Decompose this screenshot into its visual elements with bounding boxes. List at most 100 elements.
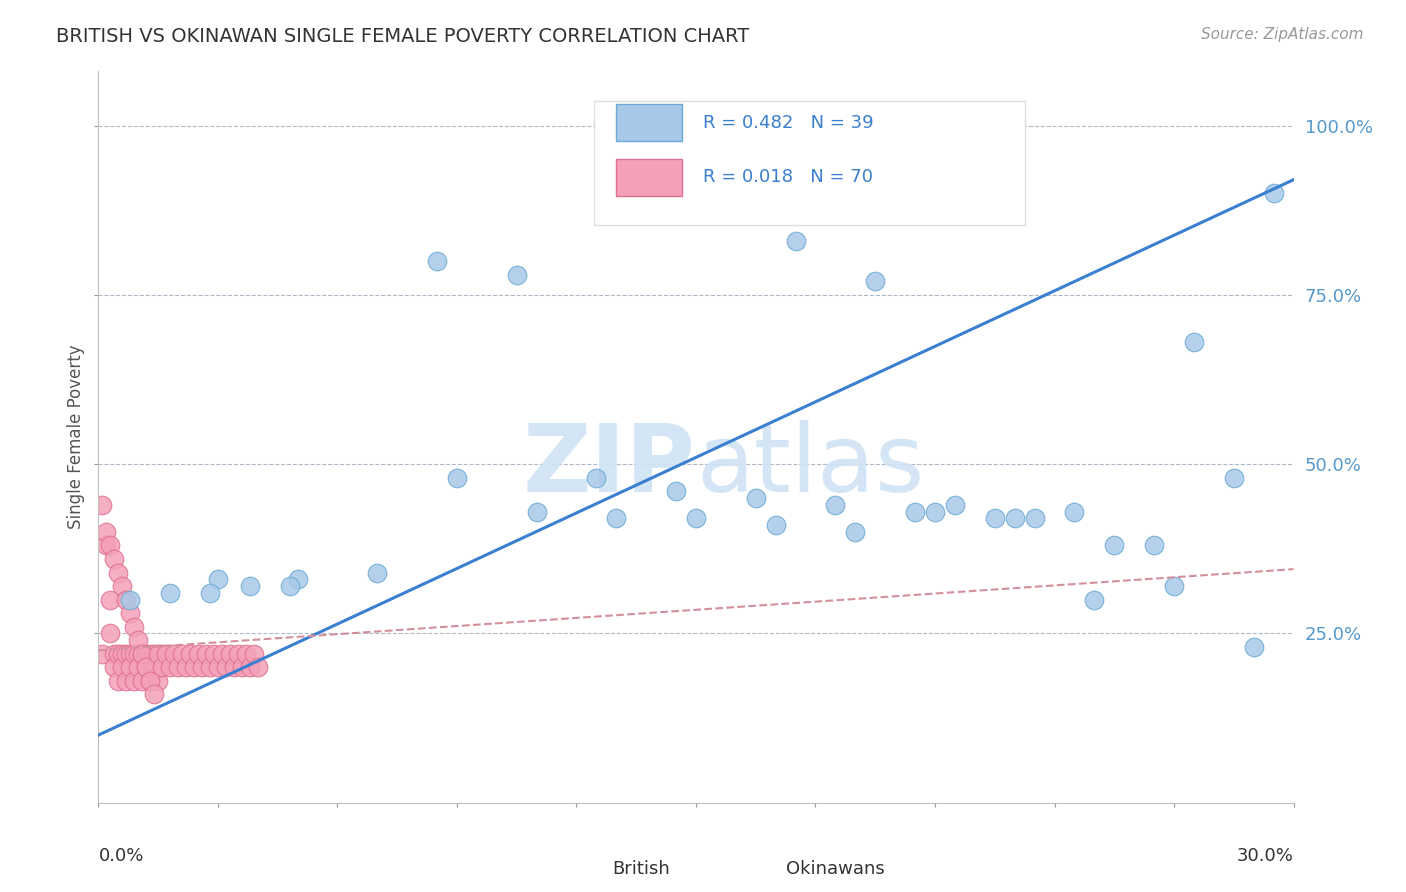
FancyBboxPatch shape — [616, 104, 682, 141]
Point — [139, 673, 162, 688]
Text: 0.0%: 0.0% — [98, 847, 143, 864]
Point — [155, 647, 177, 661]
Point — [91, 647, 114, 661]
Point — [115, 673, 138, 688]
Point — [159, 586, 181, 600]
Point — [1163, 579, 1185, 593]
Point — [745, 491, 768, 505]
Text: R = 0.018   N = 70: R = 0.018 N = 70 — [703, 169, 873, 186]
Point — [278, 579, 301, 593]
Point — [605, 511, 627, 525]
Point — [124, 647, 146, 661]
Point — [239, 579, 262, 593]
Point — [685, 511, 707, 525]
Point — [219, 647, 242, 661]
Point — [211, 647, 233, 661]
Point — [96, 524, 118, 539]
Point — [191, 660, 214, 674]
Point — [426, 254, 449, 268]
Text: R = 0.482   N = 39: R = 0.482 N = 39 — [703, 113, 873, 131]
Point — [1104, 538, 1126, 552]
Point — [222, 660, 245, 674]
Point — [120, 592, 142, 607]
Point — [446, 471, 468, 485]
Point — [139, 647, 162, 661]
Text: Source: ZipAtlas.com: Source: ZipAtlas.com — [1201, 27, 1364, 42]
Point — [143, 688, 166, 702]
Point — [98, 592, 122, 607]
Point — [91, 498, 114, 512]
Point — [785, 234, 807, 248]
Point — [127, 633, 149, 648]
Point — [115, 647, 138, 661]
Point — [172, 647, 194, 661]
Point — [143, 647, 166, 661]
Point — [120, 606, 142, 620]
Point — [585, 471, 607, 485]
Point — [1243, 640, 1265, 654]
Point — [107, 673, 129, 688]
Point — [865, 274, 887, 288]
Point — [135, 660, 157, 674]
Point — [198, 660, 221, 674]
Point — [150, 660, 173, 674]
Point — [187, 647, 209, 661]
Point — [124, 673, 146, 688]
Point — [202, 647, 225, 661]
Point — [904, 505, 927, 519]
FancyBboxPatch shape — [558, 855, 606, 883]
Point — [120, 660, 142, 674]
Point — [98, 626, 122, 640]
Point — [226, 647, 249, 661]
Point — [704, 119, 727, 133]
Text: atlas: atlas — [696, 420, 924, 512]
Text: BRITISH VS OKINAWAN SINGLE FEMALE POVERTY CORRELATION CHART: BRITISH VS OKINAWAN SINGLE FEMALE POVERT… — [56, 27, 749, 45]
Point — [605, 119, 627, 133]
Point — [111, 579, 134, 593]
Point — [1223, 471, 1246, 485]
Y-axis label: Single Female Poverty: Single Female Poverty — [66, 345, 84, 529]
Point — [207, 660, 229, 674]
Point — [120, 647, 142, 661]
Point — [131, 673, 153, 688]
Point — [139, 673, 162, 688]
Point — [526, 505, 548, 519]
Point — [924, 505, 946, 519]
Point — [231, 660, 253, 674]
Point — [143, 660, 166, 674]
Text: ZIP: ZIP — [523, 420, 696, 512]
Point — [159, 660, 181, 674]
Point — [765, 518, 787, 533]
Point — [163, 647, 186, 661]
Point — [215, 660, 238, 674]
Point — [150, 647, 173, 661]
Text: 30.0%: 30.0% — [1237, 847, 1294, 864]
Point — [943, 498, 966, 512]
Point — [239, 660, 262, 674]
FancyBboxPatch shape — [595, 101, 1025, 225]
Point — [98, 538, 122, 552]
Point — [148, 647, 170, 661]
FancyBboxPatch shape — [733, 855, 780, 883]
FancyBboxPatch shape — [616, 159, 682, 195]
Point — [665, 484, 688, 499]
Point — [111, 660, 134, 674]
Point — [131, 647, 153, 661]
Point — [235, 647, 257, 661]
Point — [135, 660, 157, 674]
Point — [174, 660, 197, 674]
Point — [183, 660, 205, 674]
Point — [195, 647, 218, 661]
Point — [506, 268, 529, 282]
Point — [107, 647, 129, 661]
Point — [1182, 335, 1205, 350]
Point — [1004, 511, 1026, 525]
Point — [246, 660, 269, 674]
Point — [148, 647, 170, 661]
Point — [124, 620, 146, 634]
Point — [243, 647, 266, 661]
Point — [844, 524, 866, 539]
Point — [1263, 186, 1285, 201]
Point — [366, 566, 388, 580]
Point — [167, 660, 190, 674]
